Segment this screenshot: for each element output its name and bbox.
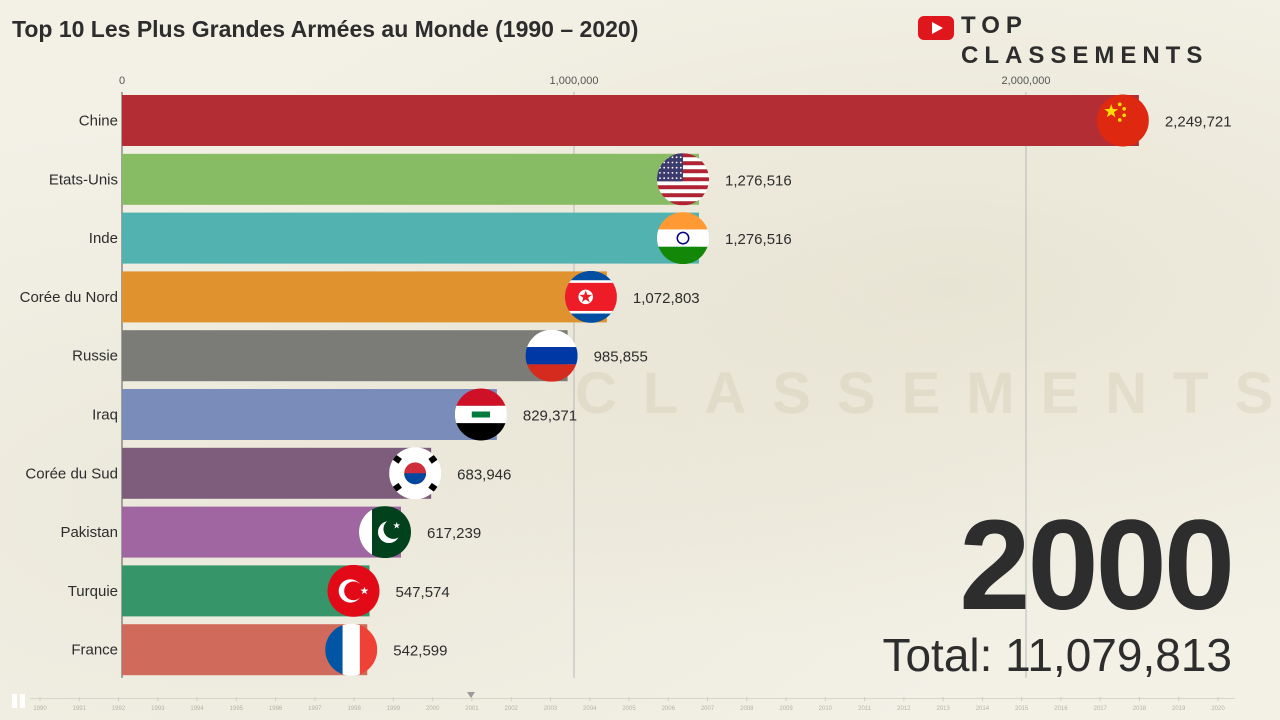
value-label: 829,371 [523, 408, 577, 425]
bar-group: Corée du Sud 683,946 [25, 447, 511, 500]
bar [122, 271, 607, 323]
bar-group: Russie 985,855 [72, 329, 648, 382]
category-label: Iraq [92, 407, 118, 424]
value-label: 985,855 [594, 349, 648, 366]
bar-group: Inde 1,276,516 [89, 212, 792, 265]
logo-text-sub: CLASSEMENTS [961, 42, 1209, 69]
bar-group: Chine 2,249,721 [79, 94, 1232, 147]
category-label: Turquie [68, 583, 118, 600]
value-label: 1,276,516 [725, 231, 792, 248]
background-watermark: CLASSEMENTS [575, 361, 1280, 426]
value-label: 542,599 [393, 643, 447, 660]
bar [122, 447, 432, 499]
chart-title: Top 10 Les Plus Grandes Armées au Monde … [12, 16, 639, 42]
bar [122, 153, 699, 205]
category-label: Pakistan [60, 524, 118, 541]
category-label: Corée du Sud [25, 465, 118, 482]
x-tick-label: 1,000,000 [550, 75, 599, 87]
bar-group: Corée du Nord 1,072,803 [20, 270, 700, 323]
value-label: 617,239 [427, 525, 481, 542]
flag-usa-icon [656, 153, 709, 206]
flag-pakistan-icon [358, 506, 411, 559]
flag-iraq-icon [454, 388, 507, 441]
flag-france-icon [325, 623, 378, 676]
bar [122, 506, 401, 558]
flag-north-korea-icon [564, 270, 617, 323]
flag-russia-icon [525, 329, 578, 382]
category-label: Chine [79, 113, 118, 130]
bar [122, 330, 568, 382]
pause-icon[interactable] [12, 694, 28, 708]
logo-text-top: TOP [961, 12, 1028, 39]
category-label: Etats-Unis [49, 171, 118, 188]
flag-china-icon [1096, 94, 1149, 147]
x-tick-label: 2,000,000 [1002, 75, 1051, 87]
timeline-track[interactable] [30, 698, 1235, 699]
value-label: 2,249,721 [1165, 114, 1232, 131]
bar-group: Etats-Unis 1,276,516 [49, 153, 792, 206]
youtube-play-icon [918, 16, 954, 40]
total-label: Total: 11,079,813 [882, 629, 1232, 681]
category-label: France [71, 642, 118, 659]
bar-group: Pakistan 617,239 [60, 506, 481, 559]
flag-india-icon [656, 212, 709, 265]
value-label: 547,574 [396, 584, 450, 601]
bar-group: Turquie 547,574 [68, 564, 450, 617]
x-tick-label: 0 [119, 75, 125, 87]
bar [122, 95, 1139, 146]
bar [122, 212, 699, 264]
category-label: Russie [72, 348, 118, 365]
value-label: 1,072,803 [633, 290, 700, 307]
flag-turkey-icon [327, 564, 380, 617]
bar [122, 389, 497, 440]
flag-south-korea-icon [389, 447, 442, 500]
bar-group: France 542,599 [71, 623, 447, 676]
value-label: 683,946 [457, 466, 511, 483]
timeline-thumb[interactable] [467, 692, 475, 698]
year-label: 2000 [959, 494, 1235, 637]
category-label: Inde [89, 230, 118, 247]
bar-group: Iraq 829,371 [92, 388, 577, 441]
value-label: 1,276,516 [725, 172, 792, 189]
category-label: Corée du Nord [20, 289, 118, 306]
